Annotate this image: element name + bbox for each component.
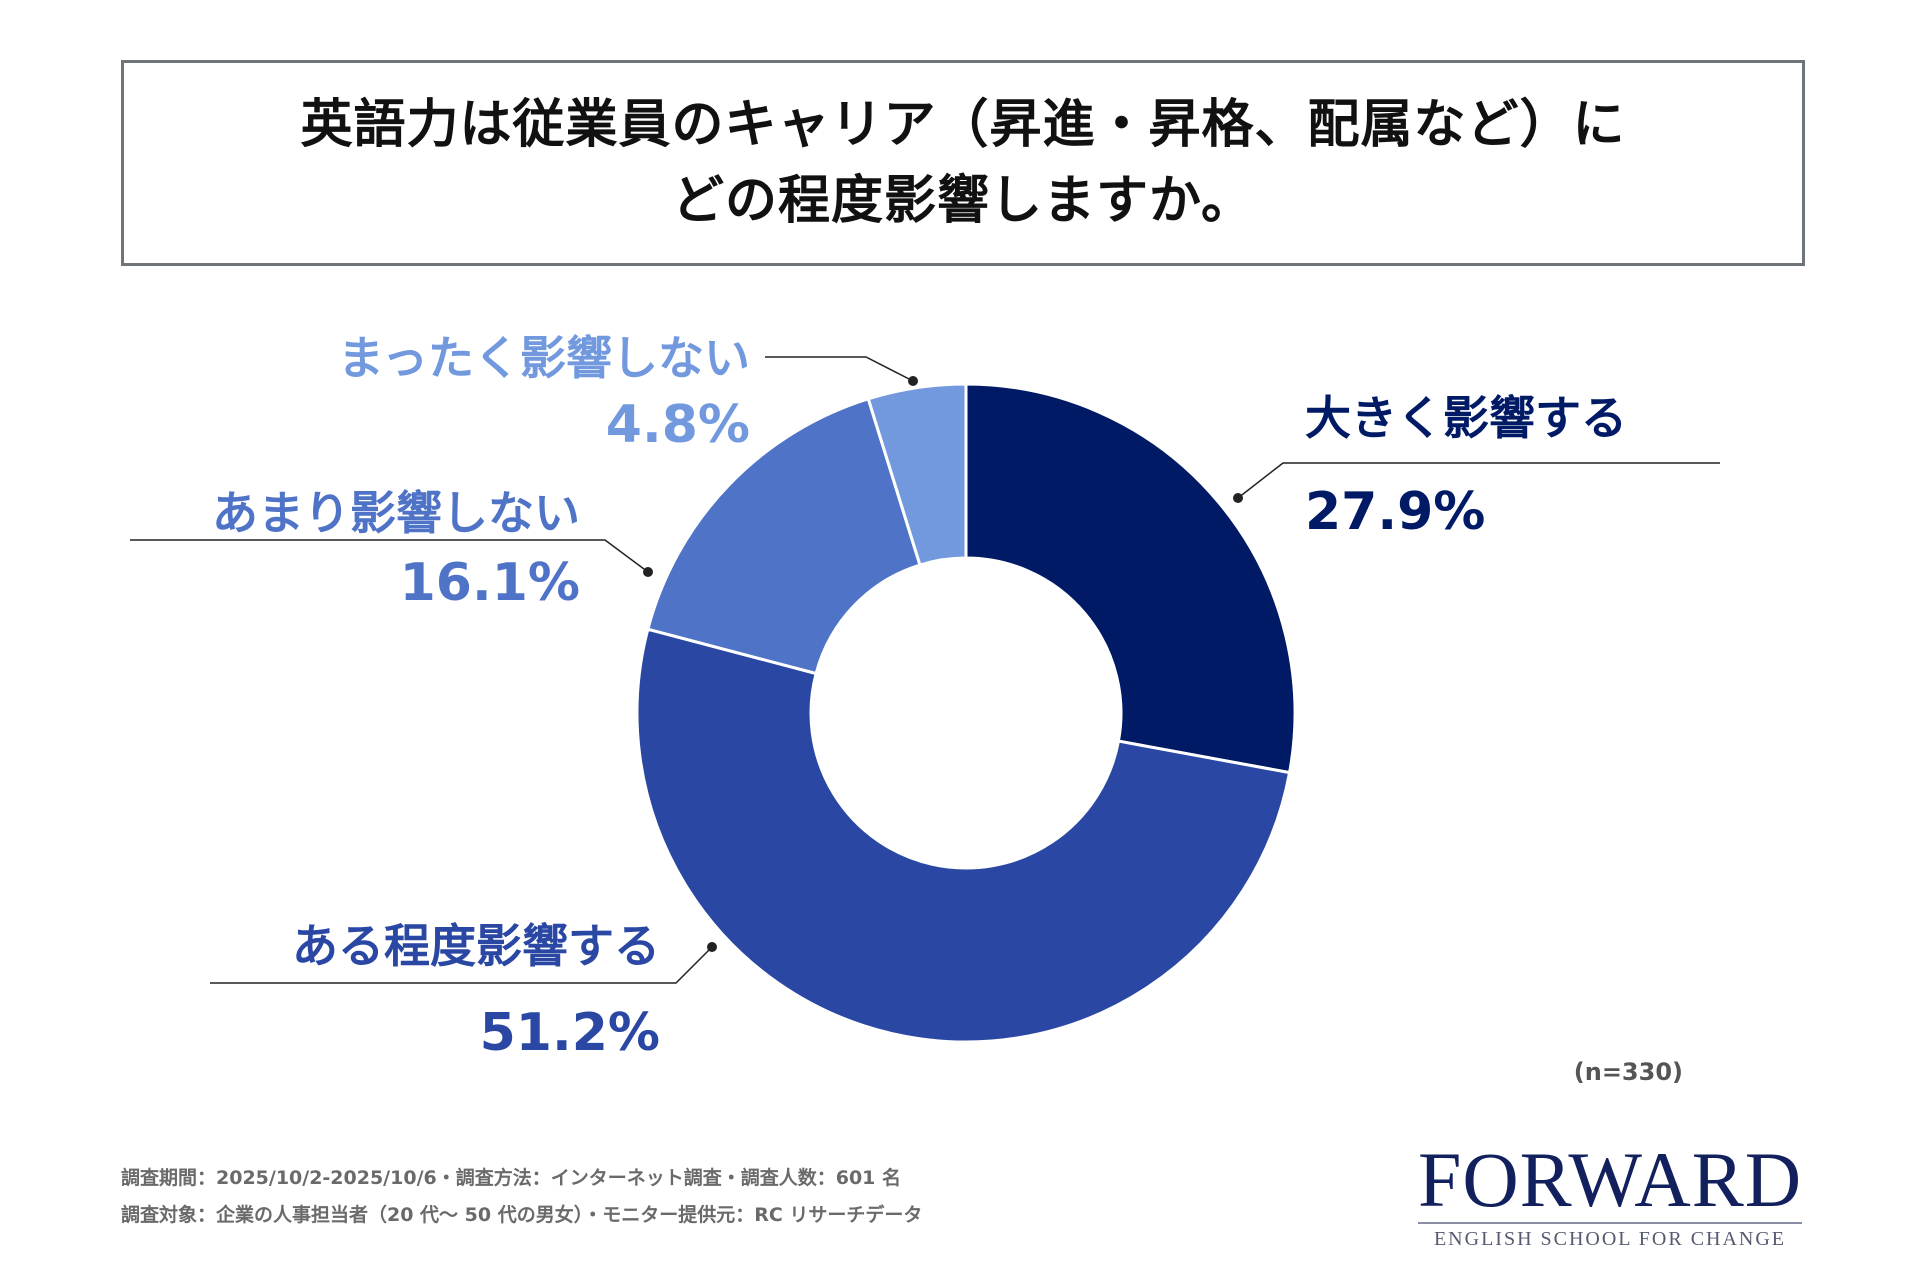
leader-line-1 [210, 946, 713, 984]
title-box: 英語力は従業員のキャリア（昇進・昇格、配属など）に どの程度影響しますか。 [121, 60, 1805, 266]
logo-divider [1418, 1222, 1802, 1224]
donut-slice-0 [964, 382, 1297, 775]
chart-title-line1: 英語力は従業員のキャリア（昇進・昇格、配属など）に [300, 95, 1626, 155]
leader-line-0 [1237, 462, 1720, 499]
label-name-2: あまり影響しない [212, 486, 580, 540]
leader-dot-0 [1233, 493, 1243, 503]
donut-slice-3 [866, 382, 968, 567]
forward-logo: FORWARD ENGLISH SCHOOL FOR CHANGE [1410, 1140, 1810, 1251]
label-value-0: 27.9% [1305, 482, 1486, 542]
leader-line-3 [765, 356, 914, 382]
leader-dot-2 [643, 567, 653, 577]
donut-slice-2 [646, 396, 922, 676]
donut-slice-1 [635, 627, 1292, 1044]
leader-line-2 [130, 539, 649, 573]
logo-tagline: ENGLISH SCHOOL FOR CHANGE [1433, 1228, 1787, 1250]
footnote-survey-period: 調査期間：2025/10/2-2025/10/6・調査方法：インターネット調査・… [121, 1167, 902, 1189]
logo-wordmark: FORWARD [1417, 1136, 1803, 1223]
footnote-survey-target: 調査対象：企業の人事担当者（20 代〜 50 代の男女）・モニター提供元：RC … [121, 1204, 923, 1226]
label-name-3: まったく影響しない [337, 331, 750, 385]
label-name-1: ある程度影響する [292, 919, 660, 973]
leader-dot-1 [707, 942, 717, 952]
label-value-2: 16.1% [399, 553, 580, 613]
label-value-3: 4.8% [605, 395, 750, 455]
label-value-1: 51.2% [479, 1003, 660, 1063]
chart-title-line2: どの程度影響しますか。 [672, 171, 1254, 231]
leader-dot-3 [908, 376, 918, 386]
label-name-0: 大きく影響する [1305, 391, 1627, 445]
sample-size: (n=330) [1573, 1058, 1683, 1086]
